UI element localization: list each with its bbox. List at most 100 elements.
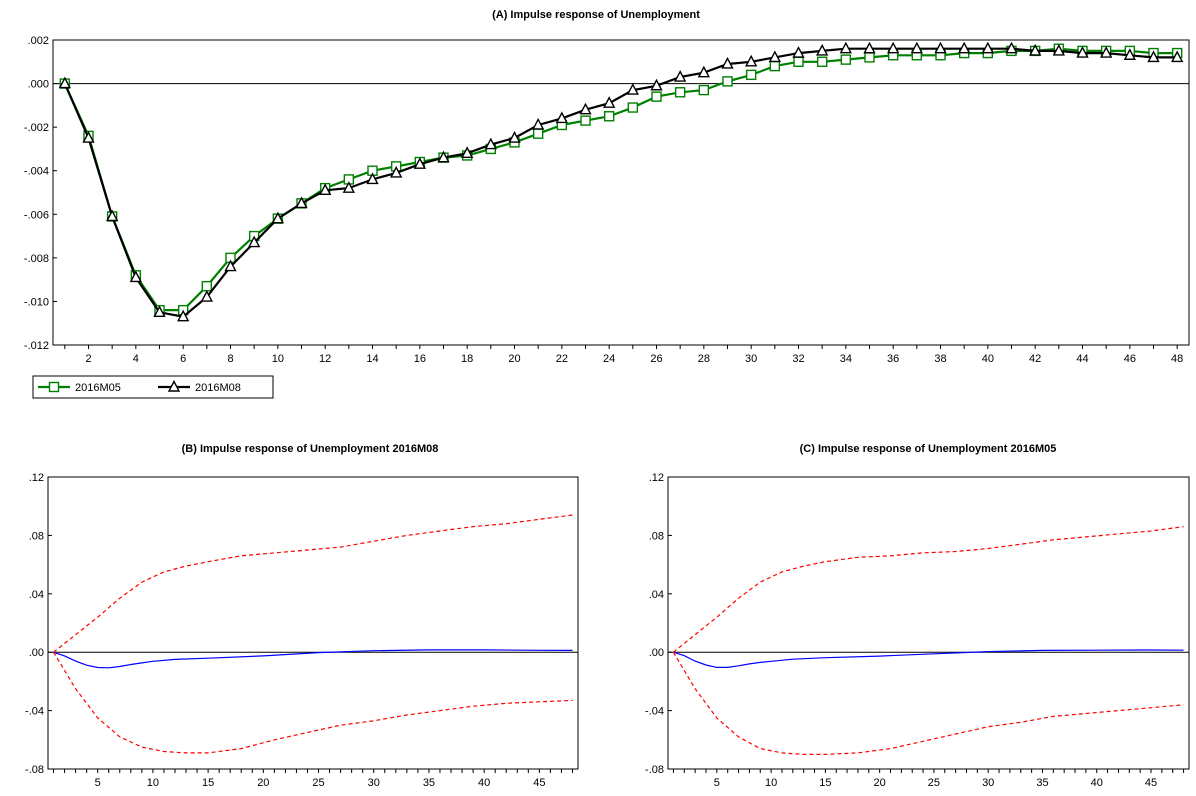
y-tick-label: -.08	[645, 764, 664, 776]
chart-title: (C) Impulse response of Unemployment 201…	[800, 443, 1057, 455]
x-tick-label: 40	[478, 777, 490, 789]
x-tick-label: 8	[227, 353, 233, 365]
x-tick-label: 10	[147, 777, 159, 789]
data-point-triangle	[224, 259, 237, 272]
x-tick-label: 46	[1124, 353, 1136, 365]
data-point-triangle	[555, 111, 568, 124]
data-point-triangle	[745, 54, 758, 67]
data-point-triangle	[106, 209, 119, 222]
data-point-square	[864, 52, 875, 63]
y-tick-label: .00	[29, 647, 44, 659]
y-tick-label: -.006	[24, 209, 49, 221]
data-point-square	[769, 60, 781, 72]
x-tick-label: 5	[95, 777, 101, 789]
data-point-square	[816, 56, 828, 67]
x-tick-label: 26	[650, 353, 662, 365]
data-point-triangle	[721, 56, 734, 69]
series-line	[53, 514, 573, 653]
data-point-triangle	[1147, 50, 1160, 63]
x-tick-label: 20	[257, 777, 269, 789]
chart-b: (B) Impulse response of Unemployment 201…	[25, 443, 579, 789]
chart-a: (A) Impulse response of Unemployment .002…	[24, 9, 1190, 399]
data-point-square	[745, 69, 757, 81]
x-tick-label: 44	[1076, 353, 1088, 365]
data-point-triangle	[366, 172, 379, 185]
data-point-triangle	[626, 83, 639, 95]
data-point-triangle	[958, 41, 971, 54]
data-point-triangle	[1171, 50, 1184, 63]
y-tick-label: .08	[29, 530, 44, 542]
data-point-triangle	[650, 78, 663, 91]
data-point-square	[651, 91, 662, 102]
data-point-triangle	[461, 146, 474, 158]
data-point-triangle	[697, 65, 710, 78]
legend-marker	[48, 381, 60, 393]
data-point-triangle	[816, 43, 829, 56]
x-tick-label: 45	[533, 777, 545, 789]
series-line	[673, 526, 1184, 653]
y-tick-label: -.008	[24, 253, 49, 265]
series-line	[672, 651, 1184, 755]
legend-label: 2016M08	[195, 382, 241, 394]
x-tick-label: 4	[133, 353, 139, 365]
y-tick-label: .00	[649, 647, 664, 659]
data-point-triangle	[153, 305, 166, 318]
data-point-triangle	[177, 309, 190, 322]
x-tick-label: 30	[745, 353, 757, 365]
plot-frame	[667, 476, 1190, 770]
chart-c: (C) Impulse response of Unemployment 201…	[645, 443, 1190, 789]
data-point-triangle	[1076, 46, 1089, 58]
legend-label: 2016M05	[75, 382, 121, 394]
data-point-triangle	[484, 137, 497, 150]
y-tick-label: .12	[29, 472, 44, 484]
y-tick-label: -.012	[24, 340, 49, 352]
x-tick-label: 18	[461, 353, 473, 365]
data-point-triangle	[910, 41, 923, 54]
data-point-triangle	[248, 235, 261, 248]
x-tick-label: 10	[765, 777, 777, 789]
data-point-triangle	[1100, 46, 1113, 58]
x-tick-label: 30	[368, 777, 380, 789]
data-point-triangle	[342, 181, 355, 193]
x-tick-label: 2	[85, 353, 91, 365]
x-tick-label: 32	[792, 353, 804, 365]
y-tick-label: -.04	[645, 706, 664, 718]
x-tick-label: 20	[874, 777, 886, 789]
x-tick-label: 30	[982, 777, 994, 789]
data-point-triangle	[981, 41, 994, 54]
x-tick-label: 10	[272, 353, 284, 365]
series-line	[53, 649, 573, 669]
legend: 2016M05 2016M08	[32, 375, 274, 399]
data-point-triangle	[200, 290, 213, 302]
data-point-triangle	[674, 70, 687, 82]
x-tick-label: 38	[934, 353, 946, 365]
plot-frame	[47, 476, 579, 770]
data-point-triangle	[295, 196, 308, 209]
data-point-triangle	[58, 76, 71, 89]
x-tick-label: 14	[366, 353, 378, 365]
series-line	[63, 47, 1178, 318]
data-point-triangle	[532, 117, 545, 130]
data-point-square	[603, 111, 615, 122]
data-point-triangle	[437, 150, 450, 163]
chart-title: (B) Impulse response of Unemployment 201…	[182, 443, 439, 455]
x-tick-label: 45	[1145, 777, 1157, 789]
x-tick-label: 12	[319, 353, 331, 365]
y-tick-label: .12	[649, 472, 664, 484]
y-tick-label: .002	[28, 35, 49, 47]
x-tick-label: 34	[840, 353, 852, 365]
y-tick-label: -.08	[25, 764, 44, 776]
x-tick-label: 40	[1091, 777, 1103, 789]
y-tick-label: -.010	[24, 296, 49, 308]
y-tick-label: -.04	[25, 706, 44, 718]
data-point-triangle	[1123, 48, 1136, 60]
data-point-square	[580, 115, 591, 126]
data-point-square	[722, 76, 733, 87]
series-line	[673, 649, 1184, 668]
x-tick-label: 40	[982, 353, 994, 365]
y-tick-label: .000	[28, 79, 49, 91]
data-point-triangle	[508, 131, 521, 143]
data-point-triangle	[839, 41, 852, 54]
x-tick-label: 20	[508, 353, 520, 365]
data-point-triangle	[129, 270, 142, 283]
